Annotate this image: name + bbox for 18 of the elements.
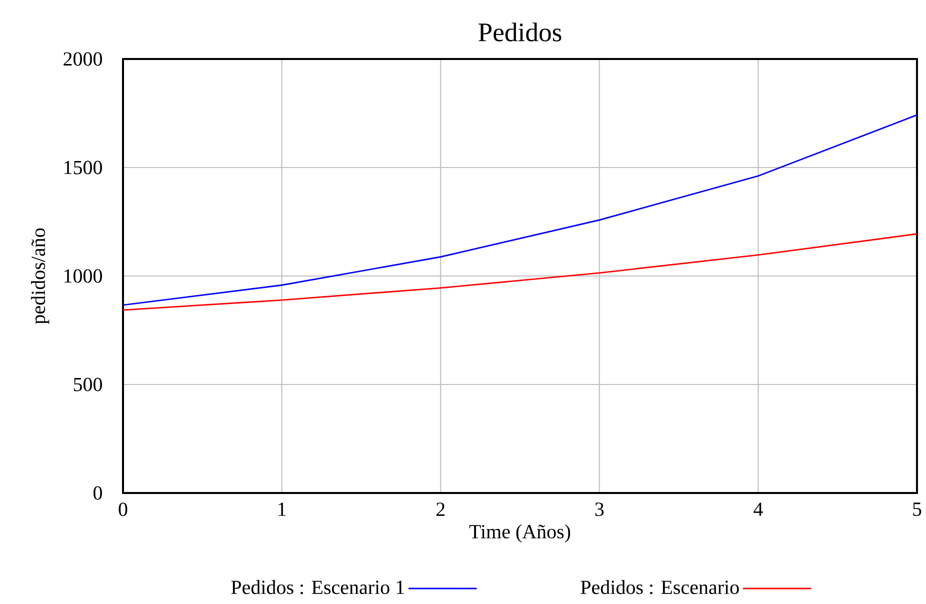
y-tick-label: 1500 [64, 160, 102, 174]
line-series [123, 233, 917, 311]
x-tick-label: 0 [118, 502, 128, 516]
y-axis-title: pedidos/año [31, 228, 50, 324]
y-tick-label: 2000 [64, 52, 102, 66]
legend-label: Pedidos : Escenario 1 [231, 580, 404, 594]
chart-title: Pedidos [478, 22, 562, 42]
line-series [123, 114, 917, 306]
x-tick-label: 3 [595, 502, 604, 516]
x-tick-label: 2 [436, 502, 444, 516]
y-tick-label: 500 [74, 378, 102, 392]
legend-label: Pedidos : Escenario [580, 580, 739, 594]
x-tick-label: 1 [278, 502, 286, 516]
x-tick-label: 5 [913, 502, 922, 516]
y-tick-label: 1000 [64, 269, 102, 283]
x-axis-title: Time (Años) [469, 524, 570, 542]
y-tick-label: 0 [93, 486, 102, 500]
x-tick-label: 4 [754, 502, 763, 516]
